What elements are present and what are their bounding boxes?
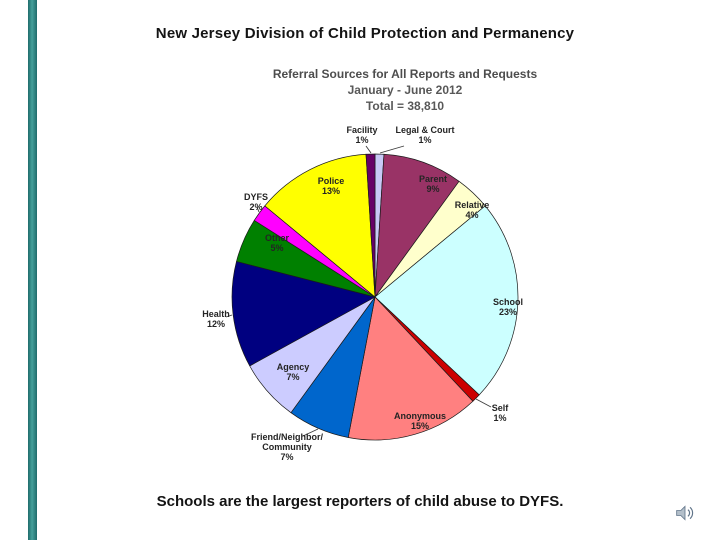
chart-subtitle: January - June 2012 <box>347 83 463 97</box>
leader-line <box>475 398 492 408</box>
leader-line <box>256 206 260 213</box>
pie-slice-facility <box>365 153 376 298</box>
pie-slice-health <box>231 261 376 367</box>
slice-label: Facility 1% <box>346 125 377 145</box>
slice-label: DYFS 2% <box>244 192 268 212</box>
slice-label: Friend/Neighbor/Community 7% <box>251 432 323 462</box>
slice-label: Police 13% <box>318 176 345 196</box>
pie-slice-anonymous <box>347 296 474 441</box>
speaker-wave-large <box>689 506 694 520</box>
slice-label: Agency 7% <box>277 362 310 382</box>
speaker-wave-small <box>687 509 691 517</box>
chart-total: Total = 38,810 <box>365 99 445 113</box>
slice-label: Other 5% <box>265 233 290 253</box>
chart-title: Referral Sources for All Reports and Req… <box>272 67 538 81</box>
caption: Schools are the largest reporters of chi… <box>156 493 564 510</box>
slice-label: Relative 4% <box>455 200 490 220</box>
pie-slice-parent <box>374 153 460 298</box>
slice-label: Parent 9% <box>419 174 447 194</box>
slice-label: Legal & Court 1% <box>395 125 454 145</box>
page-title: New Jersey Division of Child Protection … <box>155 25 575 42</box>
speaker-body <box>676 505 686 521</box>
pie-slice-police <box>264 153 376 298</box>
leader-line <box>302 428 319 437</box>
slice-label: Health 12% <box>202 309 230 329</box>
left-accent-strip <box>28 0 37 540</box>
speaker-icon[interactable] <box>674 503 696 523</box>
leader-line <box>379 145 405 154</box>
slice-label: Anonymous 15% <box>394 411 446 431</box>
pie-slice-school <box>374 205 519 396</box>
slice-label: Self 1% <box>492 403 510 423</box>
leader-line <box>225 314 233 318</box>
slice-label: School 23% <box>493 297 523 317</box>
leader-line <box>365 145 372 154</box>
chart-title-block: Referral Sources for All Reports and Req… <box>205 66 605 114</box>
